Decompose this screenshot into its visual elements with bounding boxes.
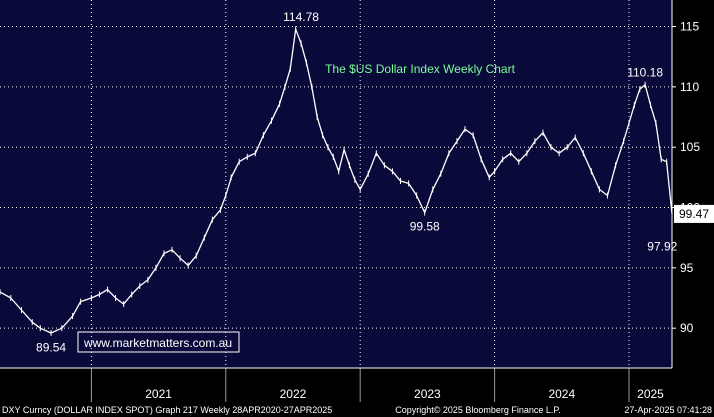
annotations: 114.78 110.18 99.58 89.54 97.92 — [36, 10, 678, 355]
watermark-box: www.marketmatters.com.au — [77, 331, 240, 353]
y-tick-label: 110 — [680, 80, 699, 94]
y-tick-label: 105 — [680, 140, 700, 154]
plot-area — [0, 0, 672, 368]
watermark-text: www.marketmatters.com.au — [83, 336, 232, 350]
y-tick-label: 95 — [680, 261, 694, 275]
y-tick-label: 90 — [680, 321, 694, 335]
chart-title: The $US Dollar Index Weekly Chart — [325, 62, 516, 76]
last-value-background — [674, 204, 714, 223]
y-tick-label: 115 — [680, 20, 699, 34]
x-tick-label: 2022 — [280, 387, 307, 401]
x-tick-label: 2021 — [145, 387, 172, 401]
footer-center: Copyright© 2025 Bloomberg Finance L.P. — [395, 405, 561, 415]
x-grid — [90, 0, 630, 368]
x-tick-label: 2024 — [548, 387, 575, 401]
grid — [0, 26, 672, 329]
footer-right: 27-Apr-2025 07:41:28 — [624, 405, 712, 415]
value-annotation: 97.92 — [647, 240, 677, 254]
value-annotation: 99.58 — [410, 220, 440, 234]
x-tick-label: 2025 — [637, 387, 664, 401]
value-annotation: 114.78 — [283, 10, 319, 24]
value-annotation: 89.54 — [36, 341, 66, 355]
value-annotation: 110.18 — [627, 66, 663, 80]
footer-left: DXY Curncy (DOLLAR INDEX SPOT) Graph 217… — [2, 405, 332, 415]
watermark-frame — [77, 331, 240, 353]
y-axis-ticks: 9095100105110115 — [672, 20, 700, 335]
x-axis-ticks: 2021 2022 2023 2024 2025 — [0, 0, 673, 402]
price-series — [0, 26, 673, 337]
x-tick-label: 2023 — [414, 387, 441, 401]
last-value-box: 99.47 — [674, 204, 714, 223]
last-value-label: 99.47 — [679, 207, 709, 221]
